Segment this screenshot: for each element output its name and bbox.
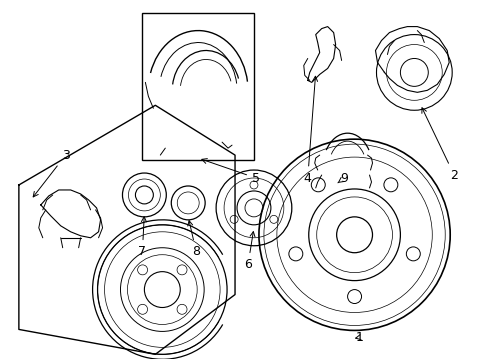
Text: 9: 9 bbox=[337, 171, 348, 185]
Bar bbox=[142, 13, 253, 160]
Text: 8: 8 bbox=[187, 221, 200, 258]
Text: 4: 4 bbox=[303, 76, 317, 185]
Text: 7: 7 bbox=[138, 217, 146, 258]
Text: 2: 2 bbox=[421, 108, 457, 181]
Text: 6: 6 bbox=[244, 231, 254, 271]
Text: 5: 5 bbox=[202, 159, 260, 185]
Text: 1: 1 bbox=[355, 331, 363, 344]
Text: 3: 3 bbox=[33, 149, 69, 197]
